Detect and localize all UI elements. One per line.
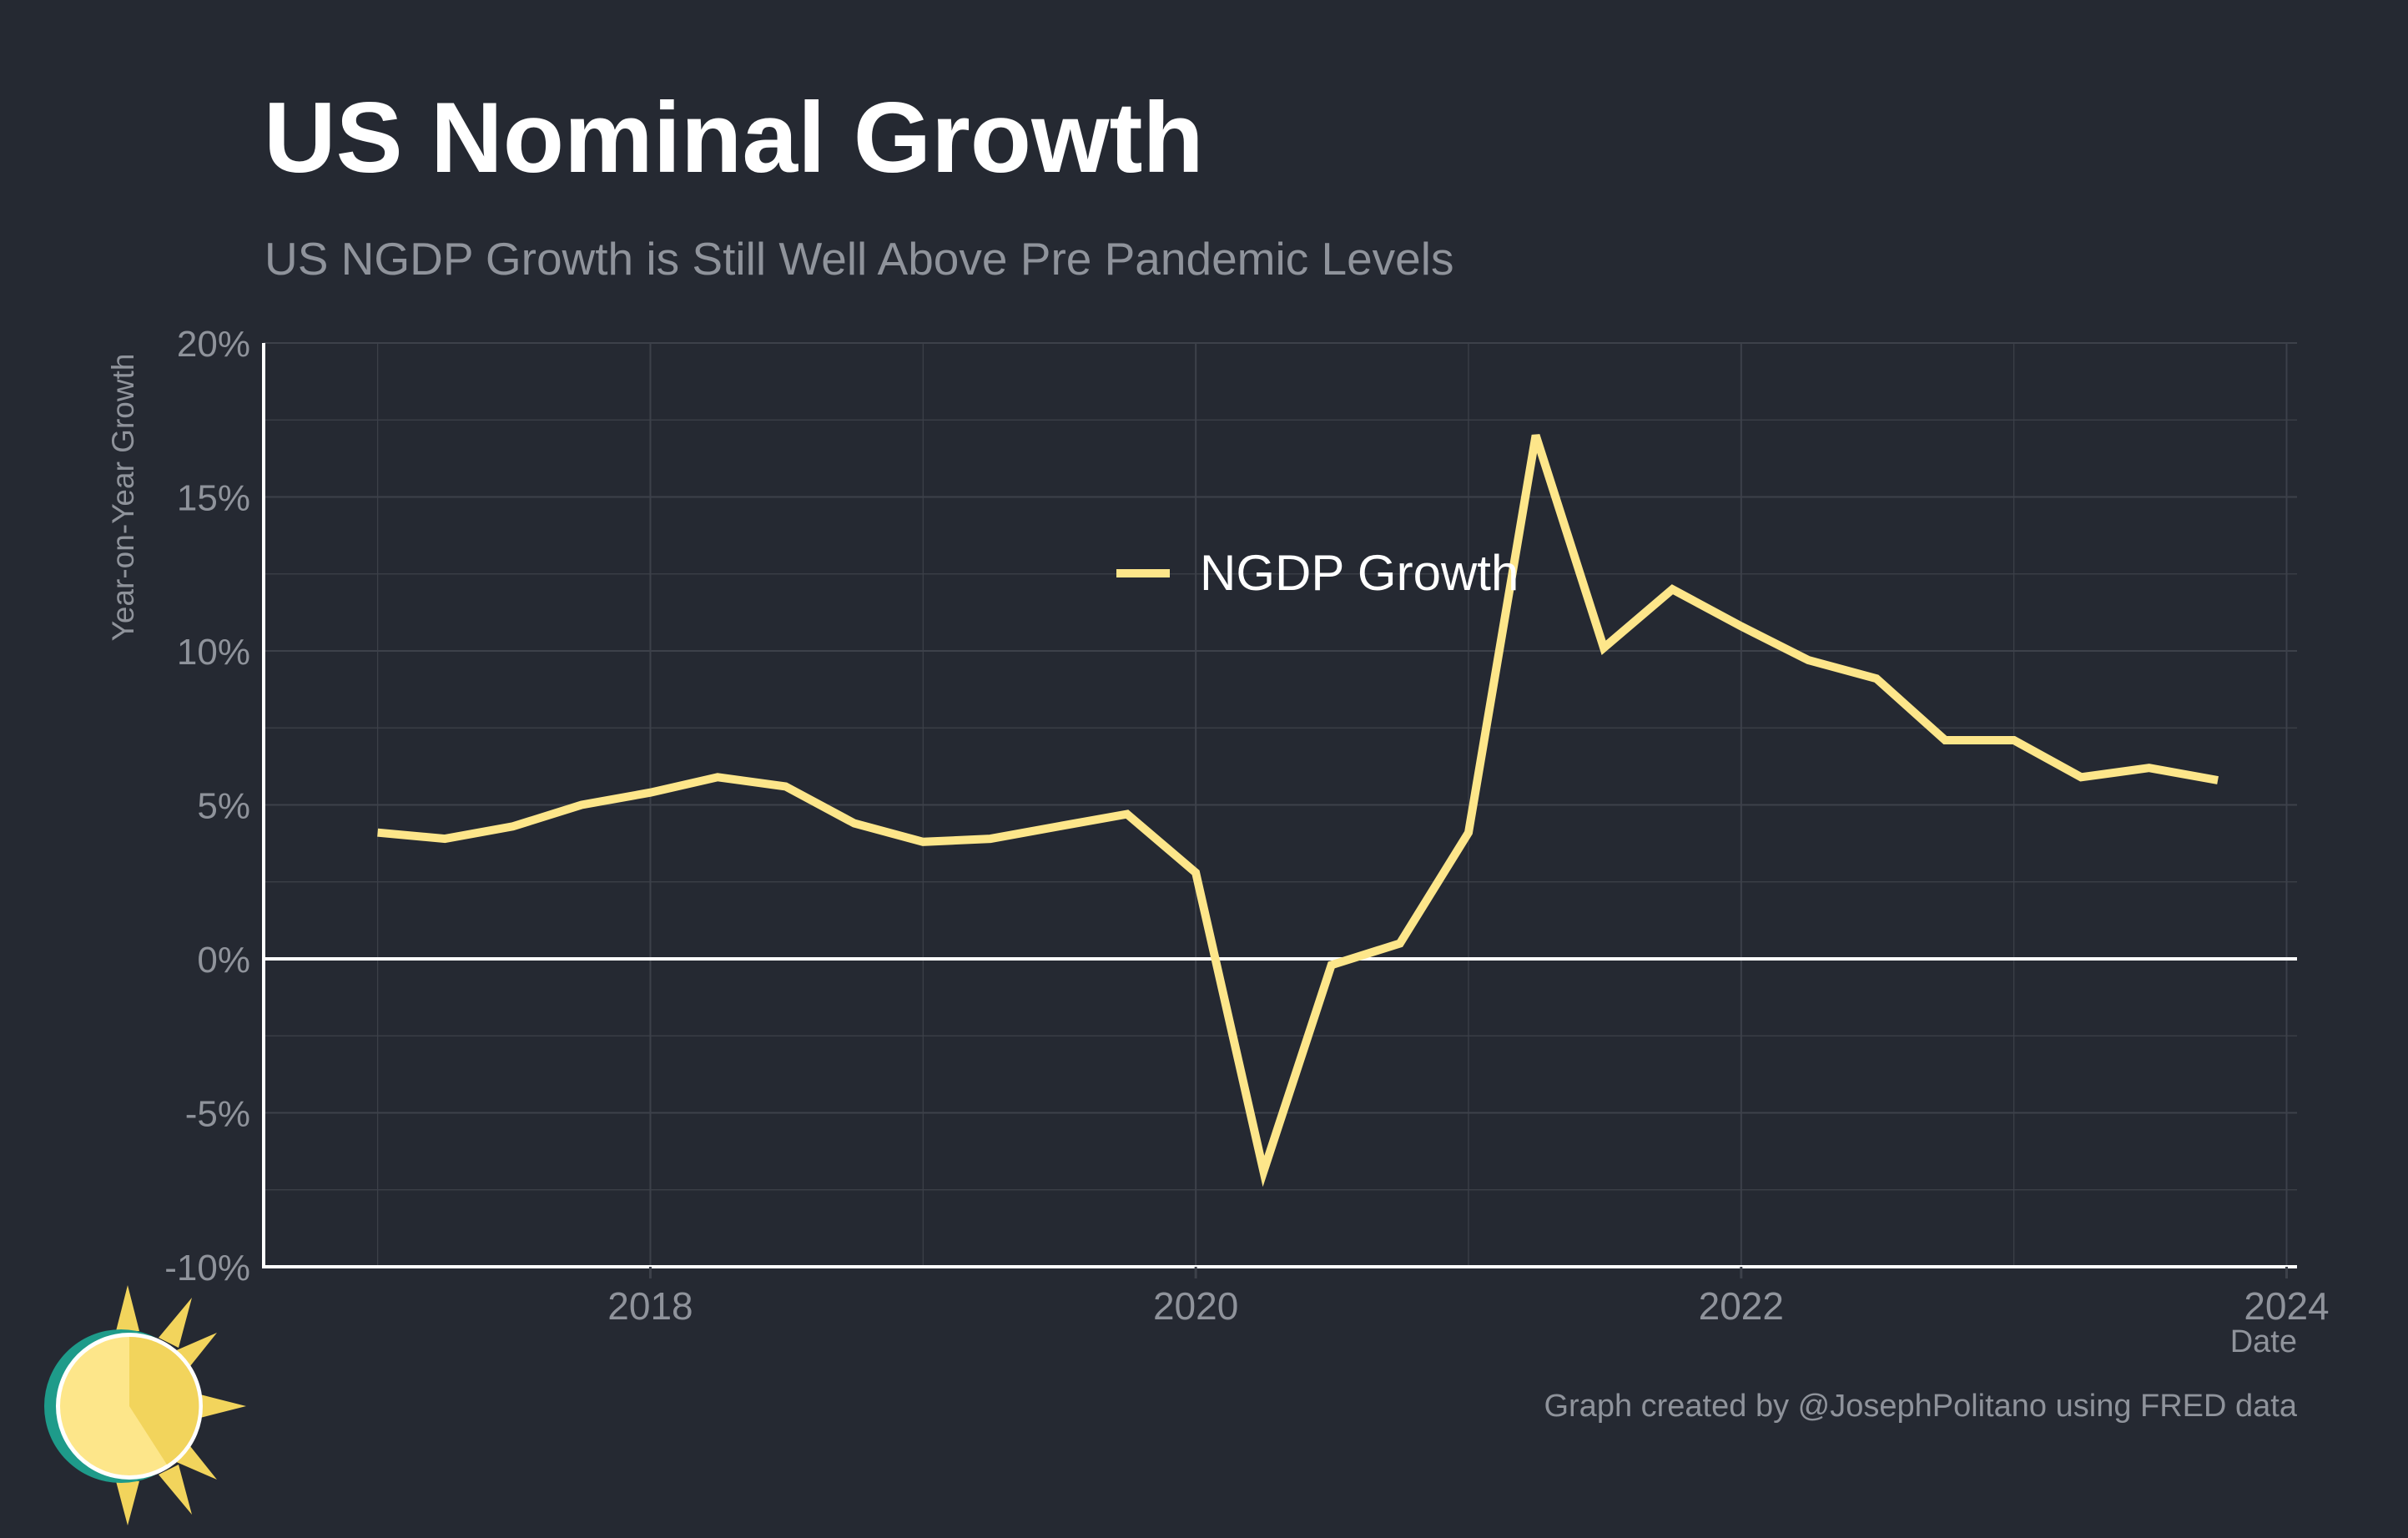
y-tick-label: 5% [197,786,250,827]
x-tick-label: 2024 [2244,1284,2329,1328]
y-axis-label: Year-on-Year Growth [106,354,140,642]
y-tick-label: 10% [177,632,250,673]
sun-logo-icon [44,1285,246,1525]
y-tick-label: -5% [185,1094,250,1135]
series-line-ngdp-growth [377,434,2219,1188]
y-tick-label: 15% [177,478,250,519]
x-tick-label: 2020 [1153,1284,1238,1328]
y-tick-label: 0% [197,940,250,981]
chart-title: US Nominal Growth [264,82,1204,194]
legend-label-ngdp-growth: NGDP Growth [1200,545,1519,601]
series-layer [377,434,2219,1188]
y-axis-ticks: -10% -5% 0% 5% 10% 15% 20% [164,324,250,1288]
x-axis-label: Date [2230,1324,2297,1359]
x-axis-ticks: 2018 2020 2022 2024 [607,1267,2330,1328]
chart-subtitle: US NGDP Growth is Still Well Above Pre P… [264,233,1454,285]
y-tick-label: 20% [177,324,250,365]
x-tick-label: 2018 [607,1284,693,1328]
source-caption: Graph created by @JosephPolitano using F… [1544,1389,2297,1424]
y-tick-label: -10% [164,1248,250,1288]
x-tick-label: 2022 [1699,1284,1784,1328]
legend: NGDP Growth [1116,545,1519,601]
